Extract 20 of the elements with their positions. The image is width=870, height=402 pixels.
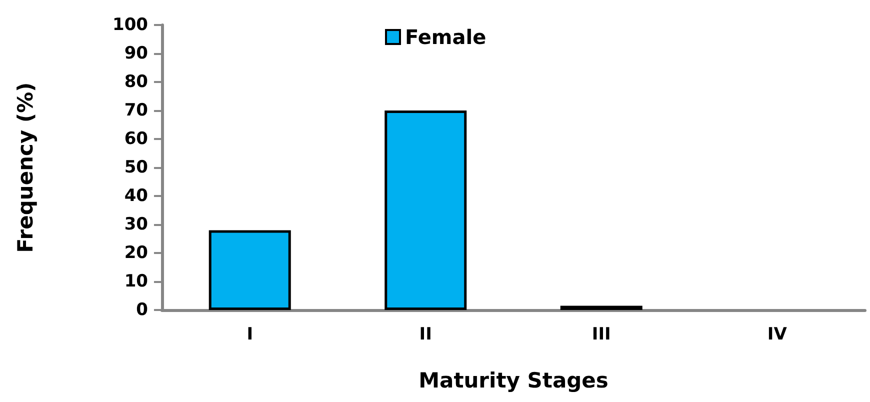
y-tick-label: 60 <box>124 129 148 149</box>
bar <box>384 110 467 310</box>
y-tick-label: 20 <box>124 243 148 263</box>
y-tick-label: 0 <box>136 300 148 320</box>
y-tick-label: 100 <box>112 15 148 35</box>
y-tick-label: 40 <box>124 186 148 206</box>
x-axis-title: Maturity Stages <box>418 368 608 392</box>
y-tick-label: 80 <box>124 72 148 92</box>
x-tick-label: IV <box>767 324 788 344</box>
y-tick-label: 30 <box>124 214 148 234</box>
y-axis-title: Frequency (%) <box>14 82 38 253</box>
bar <box>208 230 291 310</box>
y-tick-label: 10 <box>124 272 148 292</box>
x-tick-label: II <box>419 324 432 344</box>
y-tick-label: 90 <box>124 44 148 64</box>
y-tick-label: 70 <box>124 100 148 120</box>
x-tick-label: III <box>592 324 611 344</box>
y-tick-label: 50 <box>124 158 148 178</box>
x-tick-label: I <box>246 324 254 344</box>
legend-label: Female <box>405 25 486 49</box>
